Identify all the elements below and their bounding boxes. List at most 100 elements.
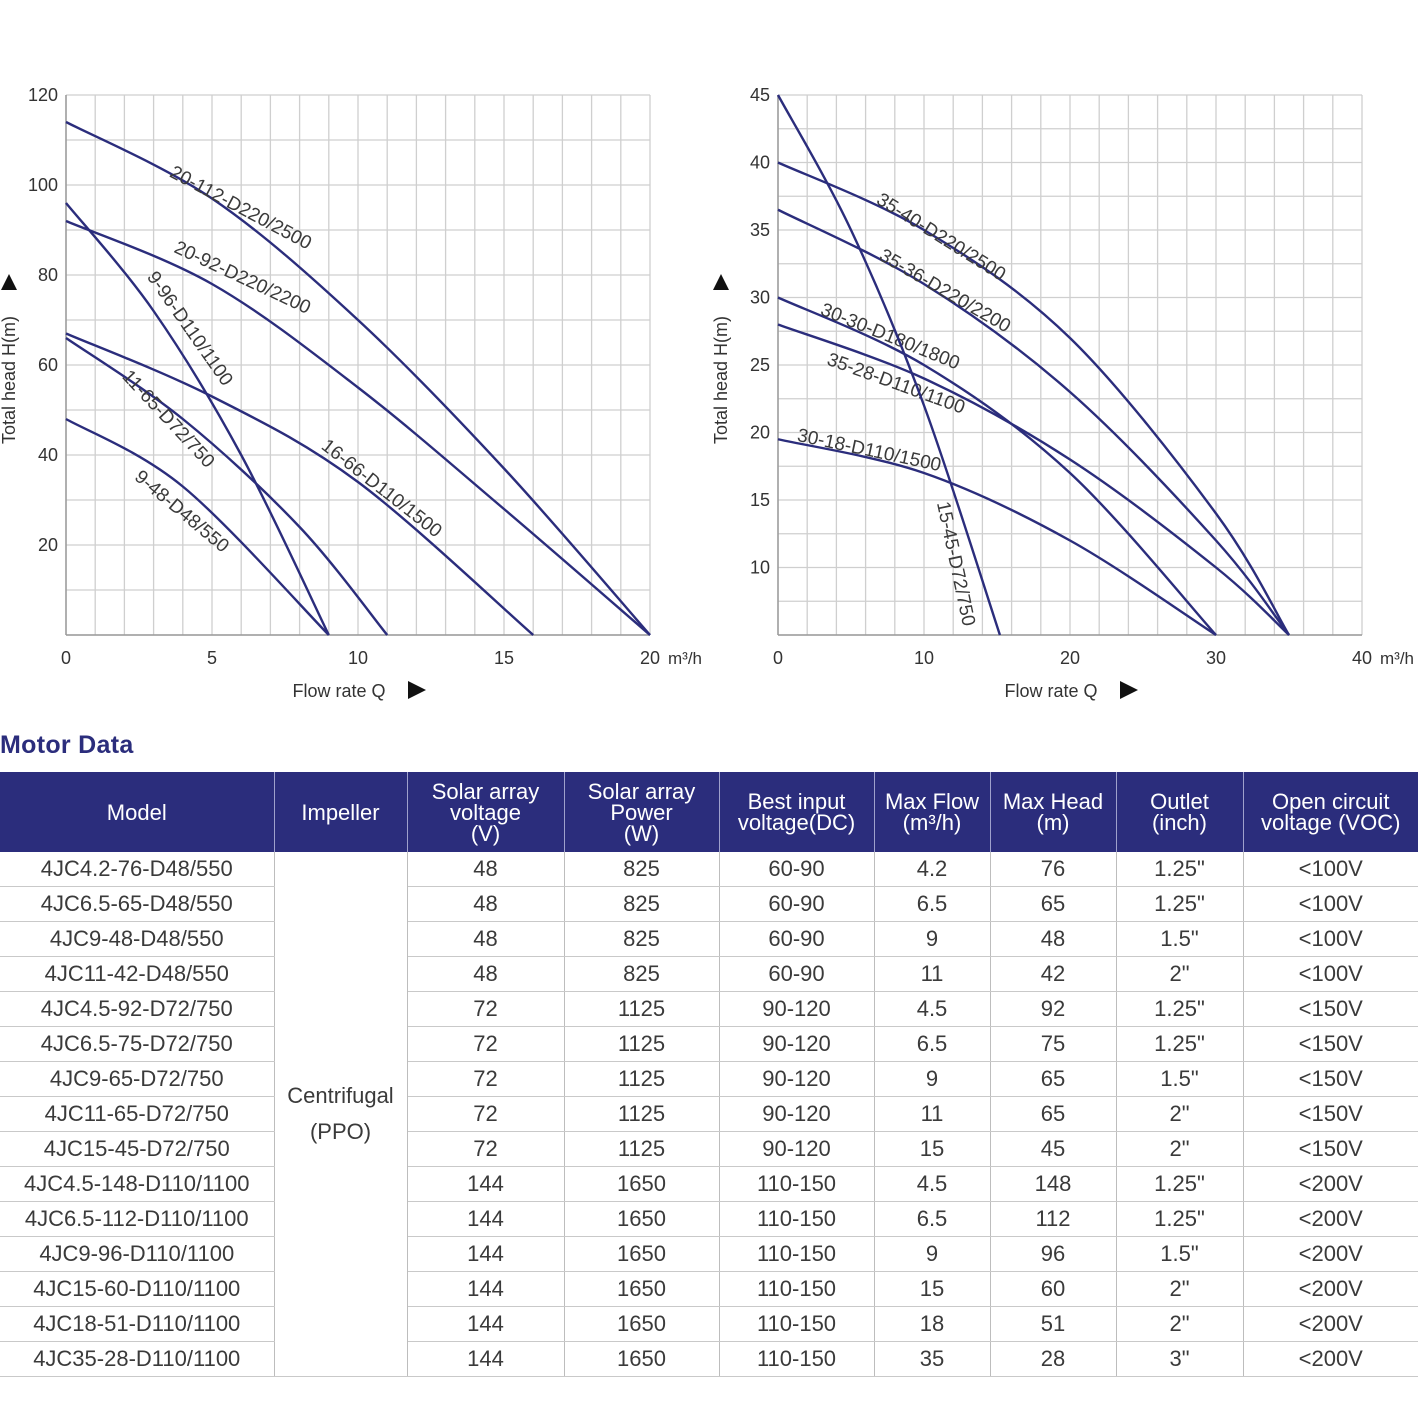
cell-max-head: 92 [990,991,1117,1027]
cell-model: 4JC9-48-D48/550 [0,921,275,957]
cell-model: 4JC4.2-76-D48/550 [0,852,275,887]
y-tick-label: 40 [38,445,58,465]
cell-outlet: 3" [1116,1341,1244,1377]
x-tick-label: 30 [1206,648,1226,668]
y-axis-title: Total head H(m) [711,316,731,444]
header-impeller: Impeller [274,772,408,852]
y-tick-label: 25 [750,355,770,375]
y-tick-label: 120 [28,85,58,105]
table-row: 4JC4.5-148-D110/1100 144 1650 110-150 4.5 148… [0,1166,1418,1202]
cell-power: 825 [564,852,720,887]
cell-outlet: 1.25" [1116,1201,1244,1237]
cell-best-input: 90-120 [719,1026,875,1062]
cell-best-input: 60-90 [719,921,875,957]
y-tick-label: 60 [38,355,58,375]
cell-voc: <200V [1243,1306,1418,1342]
cell-power: 825 [564,956,720,992]
series-curve [65,219,651,636]
series-curve [65,120,651,636]
cell-voc: <100V [1243,852,1418,887]
cell-best-input: 90-120 [719,1131,875,1167]
table-row: 4JC9-96-D110/1100 144 1650 110-150 9 96 1.5" <2… [0,1236,1418,1272]
cell-outlet: 1.5" [1116,1236,1244,1272]
y-tick-label: 15 [750,490,770,510]
series-curve [777,323,1290,636]
cell-voltage: 144 [407,1201,565,1237]
table-row: 4JC9-48-D48/550 48 825 60-90 9 48 1.5" <100V [0,921,1418,957]
cell-voltage: 144 [407,1306,565,1342]
table-row: 4JC6.5-112-D110/1100 144 1650 110-150 6.5 112… [0,1201,1418,1237]
y-tick-label: 35 [750,220,770,240]
cell-max-head: 65 [990,1096,1117,1132]
table-header-row: Model Impeller Solar array voltage (V) S… [0,772,1418,852]
cell-power: 1650 [564,1201,720,1237]
y-tick-label: 10 [750,558,770,578]
y-tick-label: 20 [750,423,770,443]
x-axis-arrow-icon [1120,681,1138,699]
cell-power: 1125 [564,1026,720,1062]
x-unit-label: m³/h [1380,649,1414,668]
cell-model: 4JC4.5-148-D110/1100 [0,1166,275,1202]
y-axis-arrow-icon [1,274,17,290]
cell-max-flow: 35 [874,1341,991,1377]
motor-data-table: Model Impeller Solar array voltage (V) S… [0,772,1418,1377]
cell-voltage: 72 [407,991,565,1027]
cell-best-input: 60-90 [719,852,875,887]
cell-model: 4JC4.5-92-D72/750 [0,991,275,1027]
cell-voltage: 72 [407,1131,565,1167]
header-model: Model [0,772,275,852]
cell-impeller: Centrifugal (PPO) [274,852,408,1377]
x-tick-label: 15 [494,648,514,668]
cell-voc: <100V [1243,956,1418,992]
series-curve [65,417,330,636]
header-solar-power: Solar array Power (W) [564,772,720,852]
cell-best-input: 110-150 [719,1236,875,1272]
cell-max-flow: 9 [874,1061,991,1097]
series-curve [65,337,389,636]
cell-max-flow: 4.5 [874,991,991,1027]
cell-outlet: 2" [1116,1271,1244,1307]
table-row: 4JC15-60-D110/1100 144 1650 110-150 15 60 2" <2… [0,1271,1418,1307]
cell-max-flow: 9 [874,921,991,957]
cell-voc: <200V [1243,1341,1418,1377]
cell-max-head: 42 [990,956,1117,992]
cell-model: 4JC6.5-112-D110/1100 [0,1201,275,1237]
cell-voltage: 72 [407,1026,565,1062]
cell-best-input: 60-90 [719,886,875,922]
cell-outlet: 1.25" [1116,991,1244,1027]
cell-model: 4JC11-42-D48/550 [0,956,275,992]
cell-power: 1650 [564,1236,720,1272]
cell-voc: <100V [1243,886,1418,922]
table-row: 4JC6.5-65-D48/550 48 825 60-90 6.5 65 1.25" <10… [0,886,1418,922]
series-label: 15-45-D72/750 [932,500,979,628]
cell-outlet: 1.25" [1116,886,1244,922]
cell-best-input: 110-150 [719,1341,875,1377]
cell-best-input: 90-120 [719,1096,875,1132]
cell-outlet: 1.5" [1116,921,1244,957]
cell-voc: <150V [1243,1061,1418,1097]
series-curve [777,161,1291,636]
cell-best-input: 110-150 [719,1271,875,1307]
cell-max-flow: 11 [874,1096,991,1132]
cell-best-input: 110-150 [719,1306,875,1342]
header-max-head: Max Head (m) [990,772,1117,852]
cell-voltage: 48 [407,956,565,992]
series-curve [777,438,1217,637]
header-max-flow: Max Flow (m³/h) [874,772,991,852]
cell-max-head: 65 [990,886,1117,922]
cell-outlet: 1.25" [1116,852,1244,887]
cell-max-head: 148 [990,1166,1117,1202]
cell-voltage: 144 [407,1166,565,1202]
cell-voc: <200V [1243,1201,1418,1237]
cell-model: 4JC9-96-D110/1100 [0,1236,275,1272]
cell-best-input: 90-120 [719,991,875,1027]
cell-model: 4JC9-65-D72/750 [0,1061,275,1097]
x-axis-title: Flow rate Q [292,681,385,701]
x-tick-label: 5 [207,648,217,668]
header-outlet: Outlet (inch) [1116,772,1244,852]
table-row: 4JC15-45-D72/750 72 1125 90-120 15 45 2" <150V [0,1131,1418,1167]
cell-max-flow: 4.2 [874,852,991,887]
cell-model: 4JC35-28-D110/1100 [0,1341,275,1377]
cell-voc: <150V [1243,991,1418,1027]
cell-voltage: 72 [407,1096,565,1132]
